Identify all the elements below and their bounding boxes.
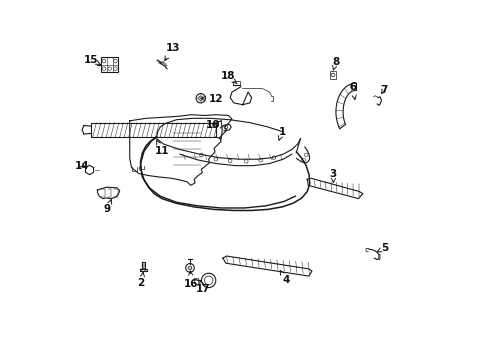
Bar [101,57,118,72]
Text: 11: 11 [155,140,169,156]
Text: 5: 5 [377,243,387,253]
Text: 17: 17 [196,281,210,294]
Text: 8: 8 [332,57,339,70]
Text: 7: 7 [379,85,386,95]
Text: 16: 16 [184,271,198,289]
Text: 10: 10 [205,121,220,130]
Bar [91,123,215,137]
Text: 4: 4 [280,271,289,285]
Text: 12: 12 [201,94,223,104]
Text: 14: 14 [75,161,89,171]
Text: 6: 6 [348,82,356,99]
Text: 1: 1 [278,127,285,140]
Text: 15: 15 [83,54,101,65]
Text: 9: 9 [104,200,111,214]
Text: 2: 2 [137,273,144,288]
Bar [329,71,336,79]
Text: 3: 3 [329,168,336,183]
Text: 18: 18 [220,71,237,84]
Text: 13: 13 [164,43,180,60]
